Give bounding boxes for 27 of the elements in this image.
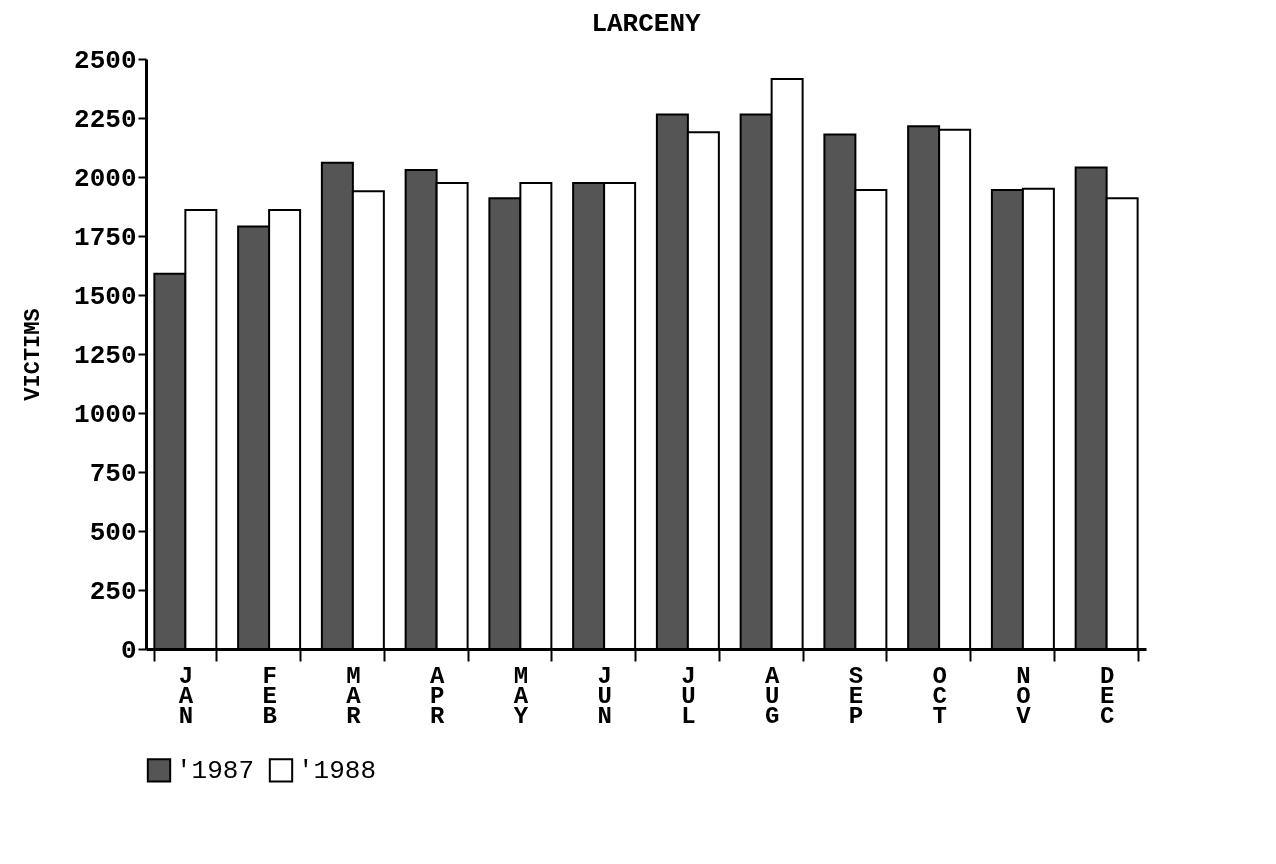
x-tick-label: MAR <box>346 662 362 730</box>
x-tick-label: SEP <box>848 662 864 730</box>
x-tick-label: JUL <box>681 662 696 730</box>
x-tick-label: DEC <box>1099 662 1115 730</box>
legend-label: '1988 <box>298 756 377 787</box>
x-tick-label: JUN <box>597 662 612 730</box>
y-tick-label: 1250 <box>74 340 137 371</box>
y-tick-label: 0 <box>120 635 137 666</box>
y-tick-label: 1000 <box>74 399 137 430</box>
y-tick-label: 500 <box>89 517 137 548</box>
y-tick-label: 250 <box>89 576 137 607</box>
y-tick-label: 2500 <box>74 45 137 76</box>
legend-label: '1987 <box>176 756 255 787</box>
x-tick-label: APR <box>429 662 445 730</box>
chart-title: LARCENY <box>591 9 702 39</box>
y-tick-label: 1500 <box>74 281 137 312</box>
x-tick-label: AUG <box>764 662 780 730</box>
y-tick-label: 2000 <box>74 163 137 194</box>
x-tick-label: MAY <box>513 662 529 730</box>
y-axis-title: VICTIMS <box>21 308 47 401</box>
y-tick-label: 750 <box>89 458 137 489</box>
x-tick-label: OCT <box>932 662 947 730</box>
y-tick-label: 2250 <box>74 104 137 135</box>
x-tick-label: NOV <box>1016 662 1032 730</box>
x-tick-label: FEB <box>262 662 277 730</box>
y-tick-label: 1750 <box>74 222 137 253</box>
x-tick-label: JAN <box>178 662 194 730</box>
